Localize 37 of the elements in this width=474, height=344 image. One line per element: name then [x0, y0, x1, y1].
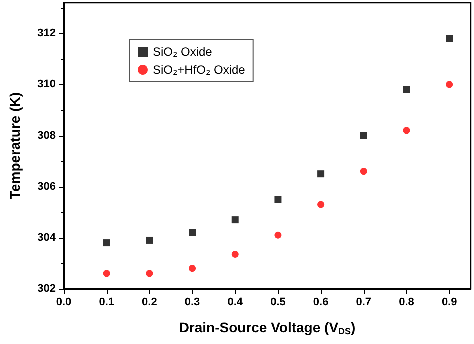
point — [318, 170, 325, 178]
point — [274, 232, 282, 239]
x-tick-label: 0.1 — [99, 296, 114, 308]
y-tick-label: 308 — [38, 130, 56, 142]
x-tick-label: 0.2 — [142, 296, 158, 308]
y-tick-label: 310 — [38, 78, 56, 91]
point — [103, 240, 110, 247]
y-tick-label: 306 — [38, 180, 56, 193]
point — [146, 270, 154, 278]
point — [360, 168, 368, 176]
x-tick-label: 0.7 — [356, 296, 372, 308]
x-tick-label: 0.9 — [442, 296, 458, 308]
x-tick-label: 0.0 — [56, 296, 72, 308]
point — [189, 229, 196, 236]
y-tick-label: 304 — [38, 232, 57, 244]
point — [403, 127, 410, 134]
point — [274, 196, 282, 204]
point — [189, 265, 196, 272]
point — [403, 86, 410, 94]
legend-label: SiO₂ Oxide — [153, 45, 213, 59]
point — [232, 216, 239, 224]
x-tick-label: 0.6 — [313, 296, 329, 308]
point — [103, 270, 110, 278]
y-tick-label: 302 — [38, 283, 56, 295]
point — [360, 132, 368, 140]
x-tick-label: 0.3 — [184, 296, 200, 308]
point — [318, 201, 325, 208]
point — [232, 251, 239, 258]
point — [146, 236, 154, 244]
y-axis-title: Temperature (K) — [7, 92, 23, 200]
y-tick-label: 312 — [38, 28, 56, 40]
legend-label: SiO₂+HfO₂ Oxide — [153, 63, 246, 77]
x-tick-label: 0.8 — [399, 296, 414, 308]
x-tick-label: 0.4 — [228, 296, 244, 308]
point — [446, 35, 454, 42]
x-tick-label: 0.5 — [270, 296, 286, 308]
point — [446, 81, 454, 88]
